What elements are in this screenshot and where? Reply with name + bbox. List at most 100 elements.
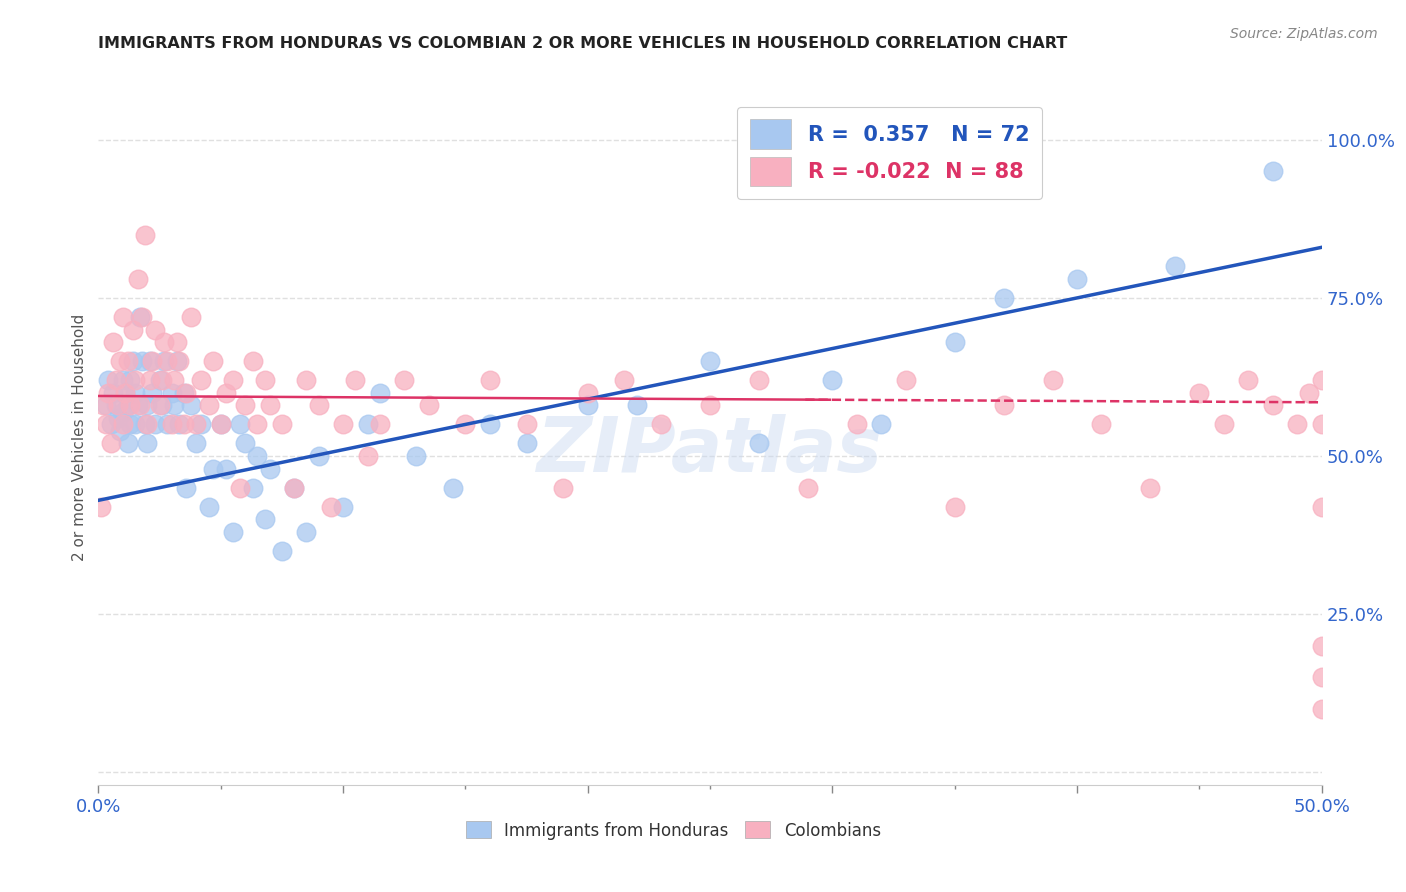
Point [134,417,156,432]
Point [127,399,149,413]
Point [993,399,1015,413]
Point [1310,500,1333,514]
Point [332,417,354,432]
Point [1310,417,1333,432]
Point [131,354,153,368]
Point [246,417,269,432]
Point [259,461,281,475]
Point [1310,639,1333,653]
Text: IMMIGRANTS FROM HONDURAS VS COLOMBIAN 2 OR MORE VEHICLES IN HOUSEHOLD CORRELATIO: IMMIGRANTS FROM HONDURAS VS COLOMBIAN 2 … [98,36,1067,51]
Text: Source: ZipAtlas.com: Source: ZipAtlas.com [1230,27,1378,41]
Point [253,373,276,387]
Point [107,411,129,425]
Point [295,524,318,539]
Point [104,373,127,387]
Point [222,373,245,387]
Point [1261,399,1284,413]
Point [107,399,129,413]
Point [1164,260,1187,274]
Point [139,354,162,368]
Point [356,417,378,432]
Point [143,417,166,432]
Point [478,417,501,432]
Point [111,310,134,324]
Point [94,417,117,432]
Point [418,399,440,413]
Point [1066,272,1088,286]
Point [97,385,120,400]
Point [283,481,305,495]
Point [153,335,176,350]
Point [97,373,120,387]
Point [1212,417,1234,432]
Point [136,399,159,413]
Point [167,417,190,432]
Point [197,399,219,413]
Point [1298,385,1320,400]
Point [110,424,132,438]
Point [332,500,354,514]
Point [117,399,139,413]
Point [117,436,139,450]
Point [136,436,159,450]
Point [1237,373,1260,387]
Point [101,385,124,400]
Point [120,399,142,413]
Point [259,399,281,413]
Point [180,310,202,324]
Point [1188,385,1211,400]
Y-axis label: 2 or more Vehicles in Household: 2 or more Vehicles in Household [72,313,87,561]
Point [156,417,179,432]
Point [405,449,427,463]
Point [368,385,391,400]
Point [626,399,648,413]
Point [209,417,232,432]
Point [993,291,1015,305]
Point [894,373,917,387]
Point [1286,417,1309,432]
Point [576,399,599,413]
Point [153,354,176,368]
Point [149,373,172,387]
Point [229,417,252,432]
Point [1310,373,1333,387]
Point [699,354,721,368]
Point [124,417,146,432]
Point [870,417,893,432]
Point [368,417,391,432]
Point [233,436,256,450]
Point [233,399,256,413]
Point [441,481,464,495]
Point [478,373,501,387]
Point [214,461,236,475]
Point [576,385,599,400]
Point [143,322,166,336]
Point [136,417,159,432]
Point [246,449,269,463]
Point [173,417,195,432]
Point [209,417,232,432]
Point [129,399,152,413]
Point [90,500,112,514]
Point [283,481,305,495]
Point [821,373,844,387]
Point [197,500,219,514]
Point [129,310,152,324]
Point [127,272,149,286]
Point [141,385,163,400]
Point [173,385,195,400]
Point [1042,373,1064,387]
Point [163,399,186,413]
Point [253,512,276,526]
Point [1261,164,1284,178]
Point [845,417,868,432]
Point [150,399,173,413]
Point [454,417,477,432]
Point [943,500,966,514]
Point [748,436,770,450]
Point [176,481,198,495]
Point [553,481,575,495]
Point [202,354,225,368]
Point [515,417,537,432]
Point [943,335,966,350]
